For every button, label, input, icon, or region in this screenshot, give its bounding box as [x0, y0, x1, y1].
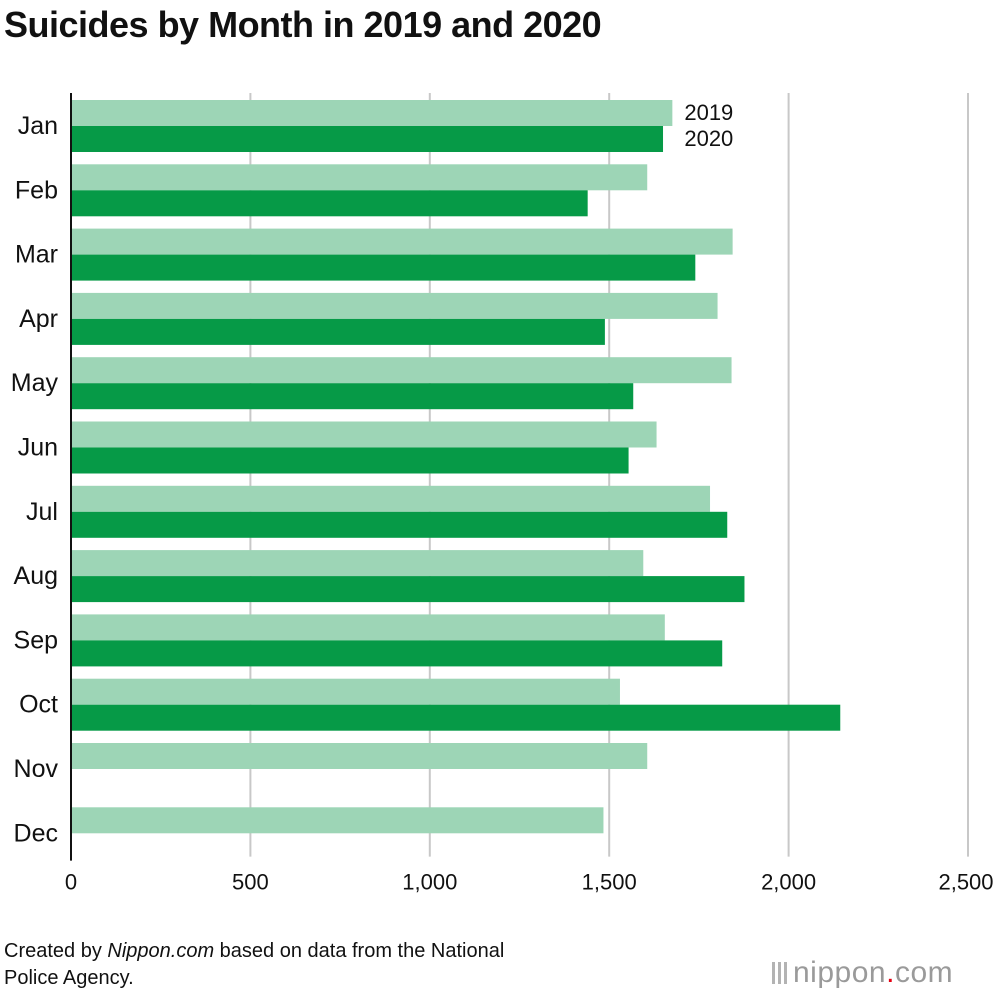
bar-2020-jan — [71, 126, 664, 152]
bar-2020-aug — [71, 576, 745, 603]
bar-2019-feb — [71, 164, 648, 191]
logo-dot: . — [886, 956, 895, 989]
bar-2019-may — [71, 357, 732, 384]
bars — [71, 100, 841, 834]
x-tick-label: 2,500 — [938, 870, 993, 895]
bar-2019-oct — [71, 678, 620, 705]
y-tick-label: Sep — [14, 626, 58, 654]
logo-wordmark: nippon.com — [793, 956, 953, 990]
y-tick-label: Dec — [14, 819, 58, 847]
x-tick-label: 500 — [232, 870, 269, 895]
bar-2020-feb — [71, 190, 588, 217]
source-line-1: Created by Nippon.com based on data from… — [4, 938, 504, 965]
bar-2019-jul — [71, 485, 711, 512]
source-suffix: based on data from the National — [214, 940, 505, 962]
source-name: Nippon.com — [107, 940, 215, 962]
y-tick-label: Feb — [15, 176, 58, 204]
bar-chart: 0 500 1,000 1,500 2,000 2,500 Jan Feb Mar Apr May J… — [11, 93, 994, 895]
x-tick-label: 0 — [65, 870, 77, 895]
y-tick-label: Oct — [19, 691, 58, 719]
bar-2019-nov — [71, 743, 648, 769]
y-tick-label: Jul — [26, 498, 58, 526]
bar-2020-jul — [71, 511, 728, 538]
y-tick-label: Aug — [14, 562, 58, 590]
bar-2019-mar — [71, 228, 733, 255]
bar-2019-aug — [71, 550, 644, 577]
bar-2020-may — [71, 383, 634, 410]
y-tick-label: Jun — [18, 434, 58, 462]
x-tick-label: 1,000 — [402, 870, 457, 895]
bar-2019-jun — [71, 421, 657, 448]
bar-2020-jun — [71, 447, 629, 474]
source-line-2: Police Agency. — [4, 967, 134, 989]
logo-name: nippon — [793, 956, 887, 989]
bar-2019-jan — [71, 100, 673, 126]
x-tick-label: 1,500 — [582, 870, 637, 895]
y-tick-label: Apr — [19, 305, 58, 333]
bar-2020-sep — [71, 640, 723, 667]
source-note: Created by Nippon.com based on data from… — [4, 938, 504, 992]
bar-2020-mar — [71, 254, 696, 281]
y-tick-label: Nov — [14, 755, 59, 783]
nippon-logo: nippon.com — [772, 953, 953, 993]
logo-suffix: com — [894, 956, 954, 989]
bar-2019-dec — [71, 807, 604, 834]
series-label: 2020 — [684, 126, 733, 151]
y-tick-label: Mar — [15, 241, 58, 269]
y-tick-label: Jan — [18, 112, 58, 140]
chart-title: Suicides by Month in 2019 and 2020 — [4, 4, 602, 45]
x-tick-label: 2,000 — [761, 870, 816, 895]
series-label: 2019 — [684, 100, 733, 125]
source-prefix: Created by — [4, 940, 108, 962]
y-tick-label: May — [11, 369, 59, 397]
bar-2019-sep — [71, 614, 665, 641]
bar-2019-apr — [71, 292, 718, 319]
bar-2020-oct — [71, 704, 841, 731]
logo-bars-icon — [772, 962, 787, 984]
bar-2020-apr — [71, 318, 605, 345]
labels: 0 500 1,000 1,500 2,000 2,500 Jan Feb Mar Apr May J… — [11, 100, 994, 895]
